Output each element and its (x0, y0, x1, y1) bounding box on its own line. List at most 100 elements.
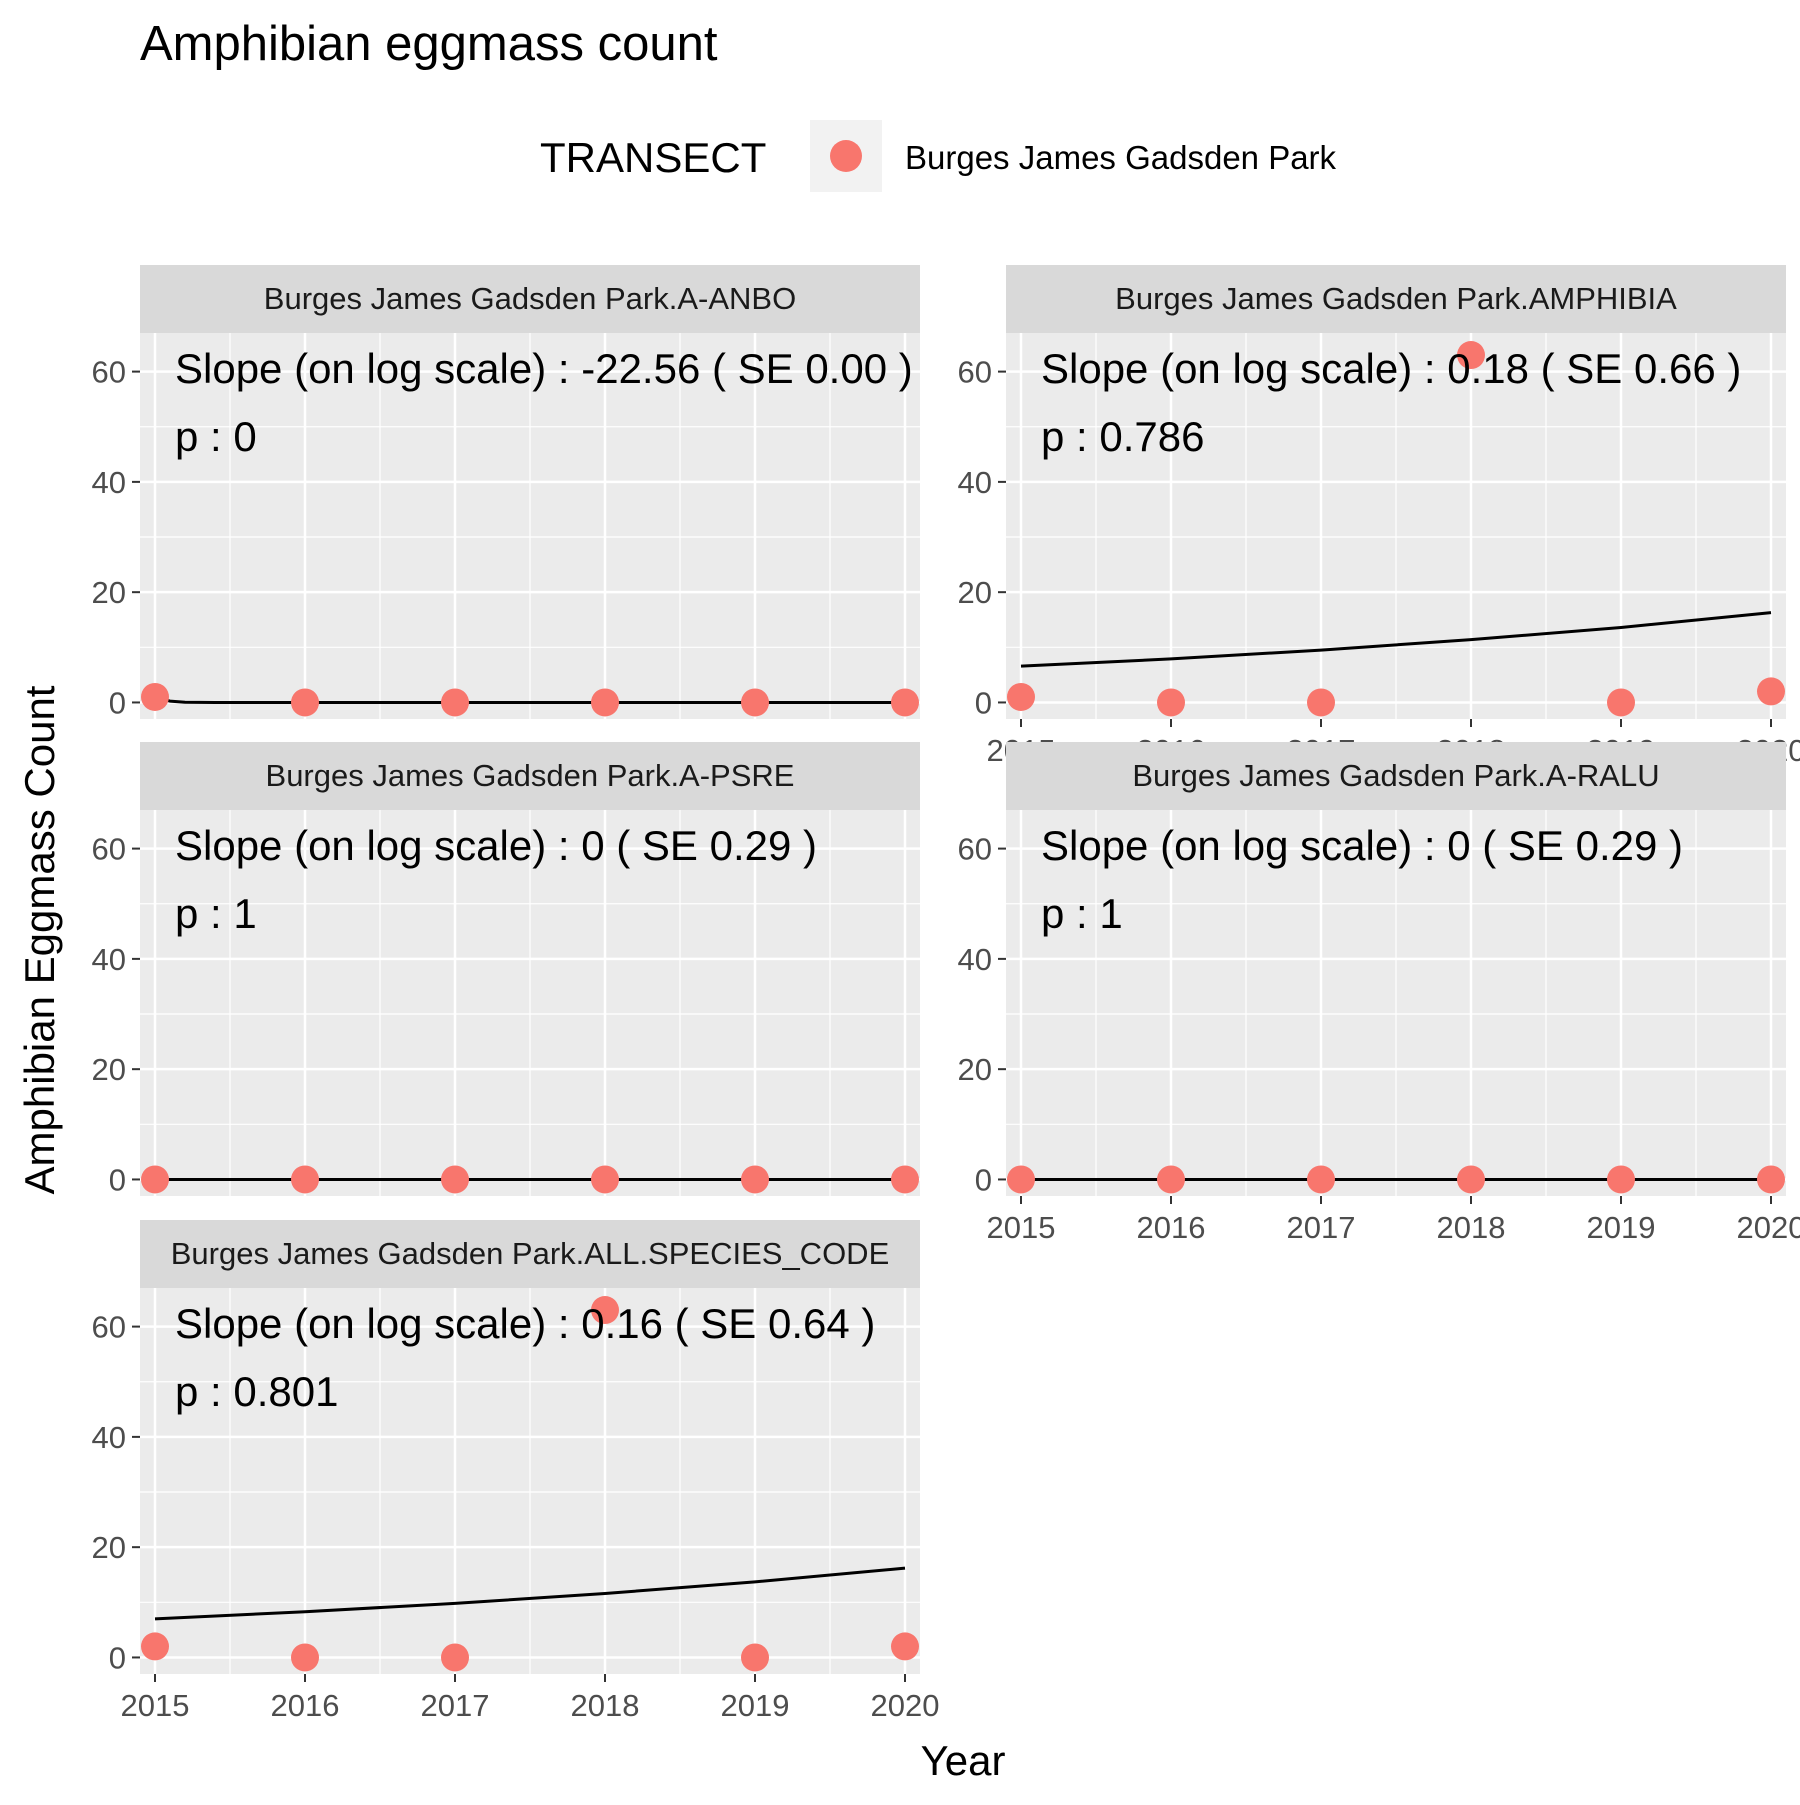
y-tick-label: 0 (109, 1162, 126, 1197)
y-tick-label: 60 (958, 355, 992, 390)
data-point (741, 1643, 769, 1672)
y-tick-label: 20 (92, 1530, 126, 1565)
data-point (291, 1643, 319, 1672)
facet-strip-label: Burges James Gadsden Park.A-ANBO (264, 281, 796, 316)
data-point (1757, 677, 1785, 706)
data-point (441, 688, 469, 717)
data-point (891, 688, 919, 717)
x-tick-label: 2018 (571, 1688, 640, 1723)
slope-annotation: Slope (on log scale) : 0 ( SE 0.29 ) (1041, 822, 1683, 869)
x-axis-label: Year (921, 1737, 1006, 1784)
data-point (741, 688, 769, 717)
data-point (1307, 688, 1335, 717)
y-tick-label: 20 (92, 1052, 126, 1087)
facet-panel-1: Burges James Gadsden Park.A-ANBO 0 20 40 60 S… (92, 265, 920, 720)
data-point (1157, 1165, 1185, 1194)
facet-strip-label: Burges James Gadsden Park.AMPHIBIA (1115, 281, 1677, 316)
data-point (591, 688, 619, 717)
y-tick-label: 60 (92, 355, 126, 390)
slope-annotation: Slope (on log scale) : 0 ( SE 0.29 ) (175, 822, 817, 869)
fit-line (154, 1566, 906, 1621)
y-tick-label: 40 (92, 942, 126, 977)
panel-plot-area: Slope (on log scale) : -22.56 ( SE 0.00 … (141, 345, 919, 717)
facet-strip-label: Burges James Gadsden Park.ALL.SPECIES_CO… (171, 1236, 890, 1271)
slope-annotation: Slope (on log scale) : 0.18 ( SE 0.66 ) (1041, 345, 1741, 392)
facet-strip (140, 265, 920, 333)
panels: Burges James Gadsden Park.A-ANBO 0 20 40 60 S… (92, 265, 1800, 1723)
data-point (441, 1643, 469, 1672)
facet-strip (1006, 265, 1786, 333)
panel-plot-area: Slope (on log scale) : 0 ( SE 0.29 ) p : … (141, 822, 919, 1194)
y-tick-label: 40 (92, 1420, 126, 1455)
p-value-annotation: p : 0 (175, 413, 257, 460)
facet-strip (140, 742, 920, 810)
panel-plot-area: Slope (on log scale) : 0.16 ( SE 0.64 ) p… (141, 1296, 919, 1672)
facet-panel-4: Burges James Gadsden Park.A-RALU 0 20 40 60 2… (958, 742, 1800, 1245)
x-tick-label: 2020 (1737, 1210, 1800, 1245)
y-tick-label: 20 (958, 575, 992, 610)
x-tick-label: 2015 (121, 1688, 190, 1723)
data-point (741, 1165, 769, 1194)
data-point (1457, 1165, 1485, 1194)
y-tick-label: 60 (92, 832, 126, 867)
y-tick-label: 40 (958, 942, 992, 977)
facet-panel-5: Burges James Gadsden Park.ALL.SPECIES_CO… (92, 1220, 940, 1723)
data-point (1157, 688, 1185, 717)
data-point (591, 1296, 619, 1325)
data-point (1607, 688, 1635, 717)
x-tick-label: 2020 (871, 1688, 940, 1723)
facet-strip-label: Burges James Gadsden Park.A-PSRE (266, 758, 795, 793)
x-tick-label: 2015 (987, 1210, 1056, 1245)
x-tick-label: 2016 (271, 1688, 340, 1723)
facet-strip-label: Burges James Gadsden Park.A-RALU (1132, 758, 1659, 793)
data-point (1307, 1165, 1335, 1194)
data-point (1007, 682, 1035, 711)
y-tick-label: 0 (975, 1162, 992, 1197)
x-tick-label: 2016 (1137, 1210, 1206, 1245)
data-point (1007, 1165, 1035, 1194)
p-value-annotation: p : 0.801 (175, 1368, 338, 1415)
y-tick-label: 40 (92, 465, 126, 500)
y-tick-label: 60 (92, 1310, 126, 1345)
x-tick-label: 2017 (1287, 1210, 1356, 1245)
slope-annotation: Slope (on log scale) : -22.56 ( SE 0.00 … (175, 345, 913, 392)
facet-strip (1006, 742, 1786, 810)
y-axis-label: Amphibian Eggmass Count (16, 685, 63, 1194)
facet-panel-3: Burges James Gadsden Park.A-PSRE 0 20 40 60 S… (92, 742, 920, 1197)
p-value-annotation: p : 1 (1041, 890, 1123, 937)
y-tick-label: 40 (958, 465, 992, 500)
data-point (1757, 1165, 1785, 1194)
data-point (291, 688, 319, 717)
data-point (1457, 341, 1485, 370)
y-tick-label: 60 (958, 832, 992, 867)
data-point (591, 1165, 619, 1194)
data-point (141, 1165, 169, 1194)
x-tick-label: 2017 (421, 1688, 490, 1723)
p-value-annotation: p : 1 (175, 890, 257, 937)
slope-annotation: Slope (on log scale) : 0.16 ( SE 0.64 ) (175, 1300, 875, 1347)
x-tick-label: 2019 (721, 1688, 790, 1723)
data-point (141, 682, 169, 711)
facet-panel-2: Burges James Gadsden Park.AMPHIBIA 0 20 40 6… (958, 265, 1800, 768)
x-tick-label: 2018 (1437, 1210, 1506, 1245)
data-point (141, 1632, 169, 1661)
y-tick-label: 20 (958, 1052, 992, 1087)
y-tick-label: 20 (92, 575, 126, 610)
legend-title: TRANSECT (540, 134, 766, 181)
fit-line (1020, 611, 1772, 668)
legend-key-point (830, 140, 862, 172)
data-point (891, 1165, 919, 1194)
p-value-annotation: p : 0.786 (1041, 413, 1204, 460)
panel-plot-area: Slope (on log scale) : 0 ( SE 0.29 ) p : … (1007, 822, 1785, 1194)
y-tick-label: 0 (109, 1640, 126, 1675)
chart-title: Amphibian eggmass count (140, 17, 718, 71)
data-point (891, 1632, 919, 1661)
y-tick-label: 0 (109, 685, 126, 720)
data-point (441, 1165, 469, 1194)
x-tick-label: 2019 (1587, 1210, 1656, 1245)
panel-plot-area: Slope (on log scale) : 0.18 ( SE 0.66 ) p… (1007, 341, 1785, 717)
y-tick-label: 0 (975, 685, 992, 720)
legend-entry-label: Burges James Gadsden Park (905, 139, 1337, 176)
